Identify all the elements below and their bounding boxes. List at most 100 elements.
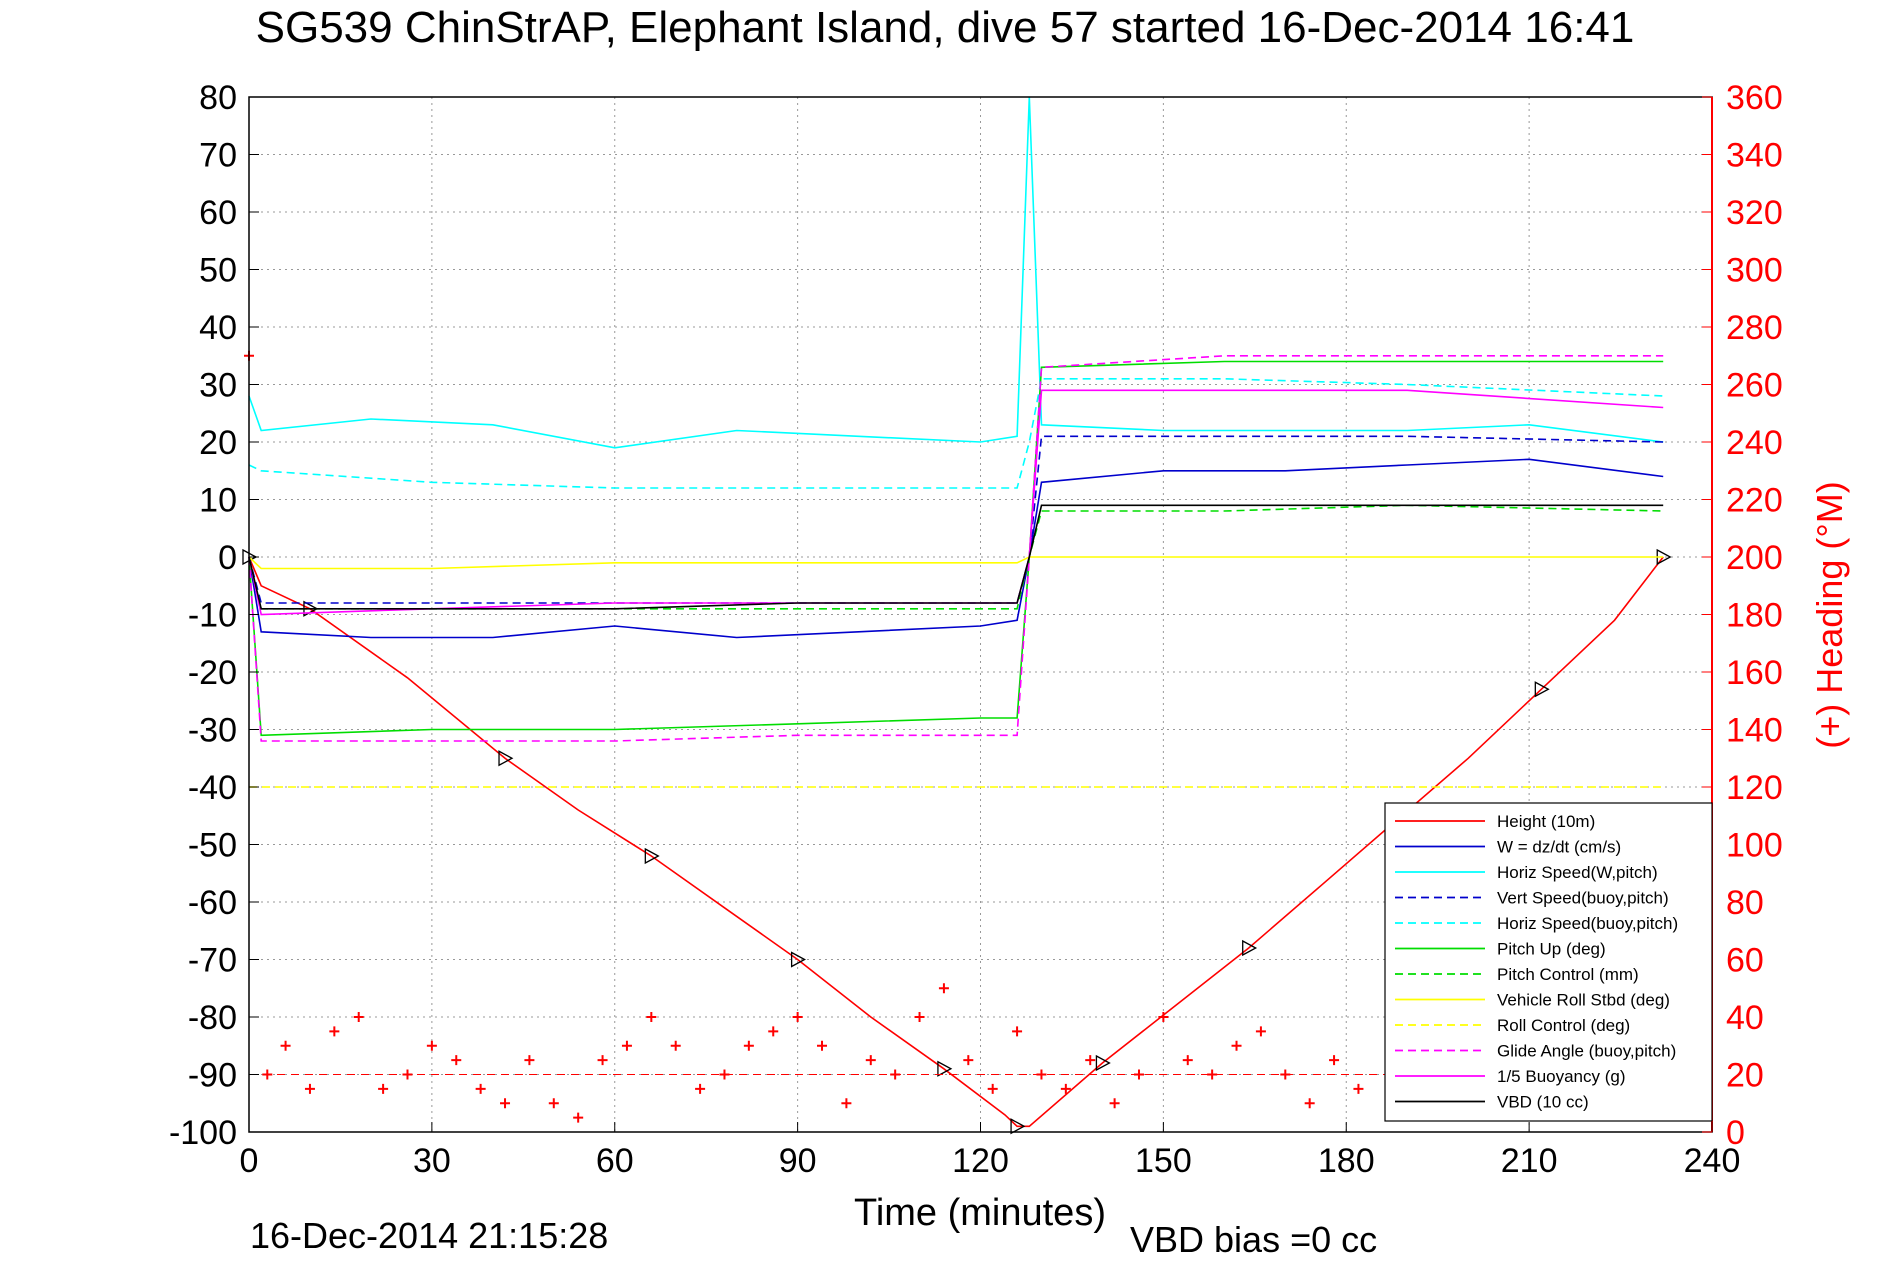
x-axis-ticks: 0 30 60 90 120 150 180 210 240 — [240, 1122, 1740, 1180]
heading-point — [743, 1040, 754, 1051]
heading-point — [329, 1026, 340, 1037]
x-tick-label: 120 — [952, 1142, 1009, 1180]
y2-tick-label: 280 — [1726, 309, 1783, 347]
y-tick-label: -40 — [188, 769, 237, 807]
height-marker — [1242, 939, 1258, 957]
legend-label: Pitch Control (mm) — [1497, 965, 1639, 984]
heading-point — [621, 1040, 632, 1051]
heading-point — [500, 1098, 511, 1109]
y2-axis-label: (+) Heading (°M) — [1809, 481, 1850, 748]
heading-point — [1109, 1098, 1120, 1109]
y2-tick-label: 180 — [1726, 597, 1783, 635]
legend-box — [1384, 802, 1713, 1122]
y-tick-label: -50 — [188, 827, 237, 865]
height-marker — [1095, 1054, 1111, 1072]
series-horiz-speed-buoy-pitch — [248, 378, 1664, 489]
legend-label: W = dz/dt (cm/s) — [1497, 838, 1621, 857]
series-horiz-speed-w-pitch — [248, 96, 1664, 449]
y2-tick-label: 260 — [1726, 367, 1783, 405]
y-tick-label: 20 — [199, 424, 237, 462]
y2-tick-label: 60 — [1726, 942, 1764, 980]
y-tick-label: 50 — [199, 252, 237, 290]
heading-point — [451, 1055, 462, 1066]
legend-label: Horiz Speed(W,pitch) — [1497, 863, 1658, 882]
heading-point — [475, 1083, 486, 1094]
heading-point — [695, 1083, 706, 1094]
x-tick-label: 60 — [596, 1142, 634, 1180]
heading-point — [353, 1012, 364, 1022]
x-tick-label: 210 — [1501, 1142, 1558, 1180]
legend-label: Vert Speed(buoy,pitch) — [1497, 889, 1669, 908]
y-tick-label: -70 — [188, 942, 237, 980]
legend: Height (10m) W = dz/dt (cm/s) Horiz Speed(… — [1384, 802, 1713, 1122]
y-tick-label: -30 — [188, 712, 237, 750]
height-marker — [937, 1060, 953, 1077]
heading-point — [1304, 1098, 1315, 1109]
heading-point — [524, 1055, 535, 1066]
y-tick-label: 80 — [199, 79, 237, 117]
heading-point — [938, 983, 949, 994]
heading-point — [304, 1083, 315, 1094]
height-marker — [790, 951, 806, 968]
y2-tick-label: 200 — [1726, 539, 1783, 577]
series-glide-angle-buoy-pitch — [248, 355, 1664, 742]
heading-point — [865, 1055, 876, 1066]
height-marker — [644, 847, 660, 865]
legend-label: Horiz Speed(buoy,pitch) — [1497, 914, 1678, 933]
y2-tick-label: 340 — [1726, 137, 1783, 175]
x-tick-label: 150 — [1135, 1142, 1192, 1180]
y2-tick-label: 140 — [1726, 712, 1783, 750]
y-tick-label: -100 — [169, 1114, 237, 1152]
y2-tick-label: 100 — [1726, 827, 1783, 865]
series-group — [242, 96, 1672, 1135]
height-marker — [1010, 1118, 1026, 1135]
heading-point — [573, 1112, 584, 1123]
y2-tick-label: 160 — [1726, 654, 1783, 692]
series-vehicle-roll-stbd-deg — [248, 556, 1664, 570]
x-tick-label: 30 — [413, 1142, 451, 1180]
y-tick-label: -10 — [188, 597, 237, 635]
y2-tick-label: 40 — [1726, 999, 1764, 1037]
series-pitch-control-mm — [248, 504, 1664, 610]
y-tick-label: -80 — [188, 999, 237, 1037]
heading-point — [646, 1012, 657, 1022]
y2-tick-label: 0 — [1726, 1114, 1745, 1152]
footer-vbd-bias: VBD bias =0 cc — [1130, 1219, 1377, 1260]
y-tick-label: -60 — [188, 884, 237, 922]
y-axis-ticks: 80 70 60 50 40 30 20 10 0 -10 -20 -30 -40 -50 -60 -70 -8… — [169, 79, 259, 1152]
heading-point — [1158, 1012, 1169, 1022]
heading-point — [1255, 1026, 1266, 1037]
heading-point — [914, 1012, 925, 1022]
series-pitch-up-deg — [248, 360, 1664, 737]
heading-point — [426, 1040, 437, 1051]
heading-point — [280, 1040, 291, 1051]
y2-tick-label: 300 — [1726, 252, 1783, 290]
y2-tick-label: 20 — [1726, 1057, 1764, 1095]
heading-point — [1231, 1040, 1242, 1051]
y-tick-label: 40 — [199, 309, 237, 347]
y2-tick-label: 240 — [1726, 424, 1783, 462]
legend-label: Glide Angle (buoy,pitch) — [1497, 1042, 1676, 1061]
heading-point — [1329, 1055, 1340, 1066]
y2-tick-label: 220 — [1726, 482, 1783, 520]
grid — [249, 97, 1712, 1132]
series-height-10m — [248, 556, 1664, 1128]
heading-point — [841, 1098, 852, 1109]
legend-label: 1/5 Buoyancy (g) — [1497, 1067, 1626, 1086]
y-tick-label: 70 — [199, 137, 237, 175]
series-w-dz-dt-cm-s — [248, 458, 1664, 639]
series-vbd-10-cc — [248, 504, 1664, 610]
legend-label: Roll Control (deg) — [1497, 1016, 1630, 1035]
heading-point — [768, 1026, 779, 1037]
heading-point — [1085, 1055, 1096, 1066]
x-axis-label: Time (minutes) — [854, 1192, 1106, 1234]
y-tick-label: -20 — [188, 654, 237, 692]
legend-label: Pitch Up (deg) — [1497, 940, 1606, 959]
legend-label: Vehicle Roll Stbd (deg) — [1497, 991, 1670, 1010]
heading-point — [1060, 1083, 1071, 1094]
y2-tick-label: 320 — [1726, 194, 1783, 232]
y-tick-label: 0 — [218, 539, 237, 577]
y-tick-label: 10 — [199, 482, 237, 520]
heading-point — [670, 1040, 681, 1051]
